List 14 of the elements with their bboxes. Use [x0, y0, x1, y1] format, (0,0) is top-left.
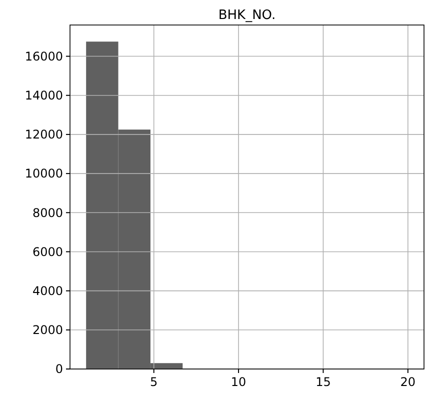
chart-title: BHK_NO.	[218, 8, 276, 23]
x-tick-label: 10	[230, 375, 246, 389]
y-tick-label: 14000	[24, 88, 63, 103]
x-tick-label: 20	[400, 375, 416, 389]
y-tick-label: 2000	[32, 323, 63, 338]
y-tick-label: 0	[55, 362, 63, 376]
y-tick-label: 12000	[24, 128, 63, 142]
y-tick-label: 6000	[32, 244, 63, 259]
y-tick-label: 16000	[24, 49, 63, 64]
y-tick-label: 10000	[24, 166, 63, 181]
x-tick-label: 5	[150, 375, 158, 389]
x-tick-label: 15	[316, 375, 331, 389]
y-tick-label: 4000	[32, 284, 63, 298]
y-tick-label: 8000	[32, 206, 63, 220]
